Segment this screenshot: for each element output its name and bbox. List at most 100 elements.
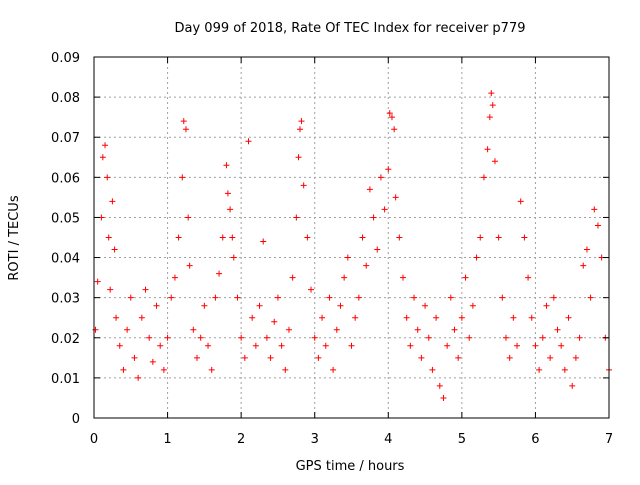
data-point: [391, 126, 398, 133]
data-point: [278, 342, 285, 349]
data-point: [337, 302, 344, 309]
data-point: [274, 294, 281, 301]
data-point: [506, 354, 513, 361]
data-point: [462, 274, 469, 281]
x-tick-label: 7: [605, 432, 613, 447]
data-point: [216, 270, 223, 277]
data-point: [525, 274, 532, 281]
data-point: [392, 194, 399, 201]
data-point: [330, 366, 337, 373]
data-point: [396, 234, 403, 241]
data-point: [558, 342, 565, 349]
data-point: [503, 334, 509, 341]
data-point: [171, 274, 178, 281]
data-point: [528, 314, 535, 321]
data-point: [422, 302, 429, 309]
data-point: [212, 294, 219, 301]
data-point: [175, 234, 182, 241]
y-tick-label: 0.08: [51, 91, 80, 106]
data-point: [135, 374, 142, 381]
data-point: [510, 314, 517, 321]
y-tick-label: 0.06: [51, 171, 80, 186]
data-point: [304, 234, 311, 241]
y-tick-label: 0.05: [51, 211, 80, 226]
data-point: [160, 366, 167, 373]
data-point: [282, 366, 289, 373]
data-point: [517, 198, 524, 205]
y-tick-label: 0.03: [51, 292, 80, 307]
data-point: [377, 174, 384, 181]
x-tick-label: 2: [237, 432, 245, 447]
x-tick-label: 3: [311, 432, 319, 447]
data-point: [285, 326, 292, 333]
data-point: [407, 342, 414, 349]
data-point: [92, 326, 99, 333]
data-point: [107, 286, 114, 293]
data-point: [315, 354, 322, 361]
data-point: [252, 342, 259, 349]
data-point: [370, 214, 377, 221]
data-point: [480, 174, 487, 181]
data-point: [245, 138, 252, 145]
data-point: [587, 294, 594, 301]
data-point: [543, 302, 550, 309]
data-point: [561, 366, 568, 373]
data-point: [224, 190, 231, 197]
data-point: [444, 342, 451, 349]
data-point: [583, 246, 590, 253]
grid-layer: [94, 57, 609, 418]
data-point: [238, 334, 245, 341]
data-point: [297, 126, 303, 133]
data-point: [341, 274, 348, 281]
data-point: [491, 158, 498, 165]
data-point: [142, 286, 149, 293]
data-point: [550, 294, 557, 301]
data-point: [120, 366, 127, 373]
data-point: [374, 246, 381, 253]
data-point: [113, 314, 120, 321]
data-point: [411, 294, 418, 301]
data-point: [477, 234, 484, 241]
data-point: [547, 354, 554, 361]
data-point: [94, 278, 101, 285]
chart-title: Day 099 of 2018, Rate Of TEC Index for r…: [175, 21, 526, 36]
data-point: [359, 234, 366, 241]
data-point: [205, 342, 212, 349]
data-point: [109, 198, 116, 205]
data-point: [164, 334, 171, 341]
data-point: [208, 366, 215, 373]
data-point: [102, 142, 109, 149]
data-point: [295, 154, 302, 161]
data-point: [111, 246, 118, 253]
data-point: [300, 182, 307, 189]
data-point: [179, 174, 186, 181]
data-point: [223, 162, 230, 169]
data-point: [489, 102, 496, 109]
data-point: [230, 254, 237, 261]
data-point: [263, 334, 270, 341]
y-tick-label: 0: [72, 412, 80, 427]
data-point: [466, 334, 473, 341]
x-tick-label: 1: [163, 432, 171, 447]
x-tick-label: 5: [458, 432, 466, 447]
data-point: [229, 234, 236, 241]
data-point: [326, 294, 333, 301]
data-point: [554, 326, 561, 333]
x-tick-label: 6: [531, 432, 539, 447]
data-point: [455, 354, 462, 361]
data-point: [333, 326, 340, 333]
data-point: [138, 314, 145, 321]
data-point: [488, 90, 495, 97]
data-point: [298, 118, 305, 125]
data-point: [385, 166, 392, 173]
data-point: [414, 326, 421, 333]
data-point: [366, 186, 373, 193]
data-point: [386, 110, 393, 117]
data-point: [153, 302, 160, 309]
data-point: [260, 238, 267, 245]
data-point: [146, 334, 153, 341]
data-point: [451, 326, 458, 333]
data-point: [418, 354, 425, 361]
plot-frame: [93, 56, 610, 419]
data-point: [190, 326, 197, 333]
